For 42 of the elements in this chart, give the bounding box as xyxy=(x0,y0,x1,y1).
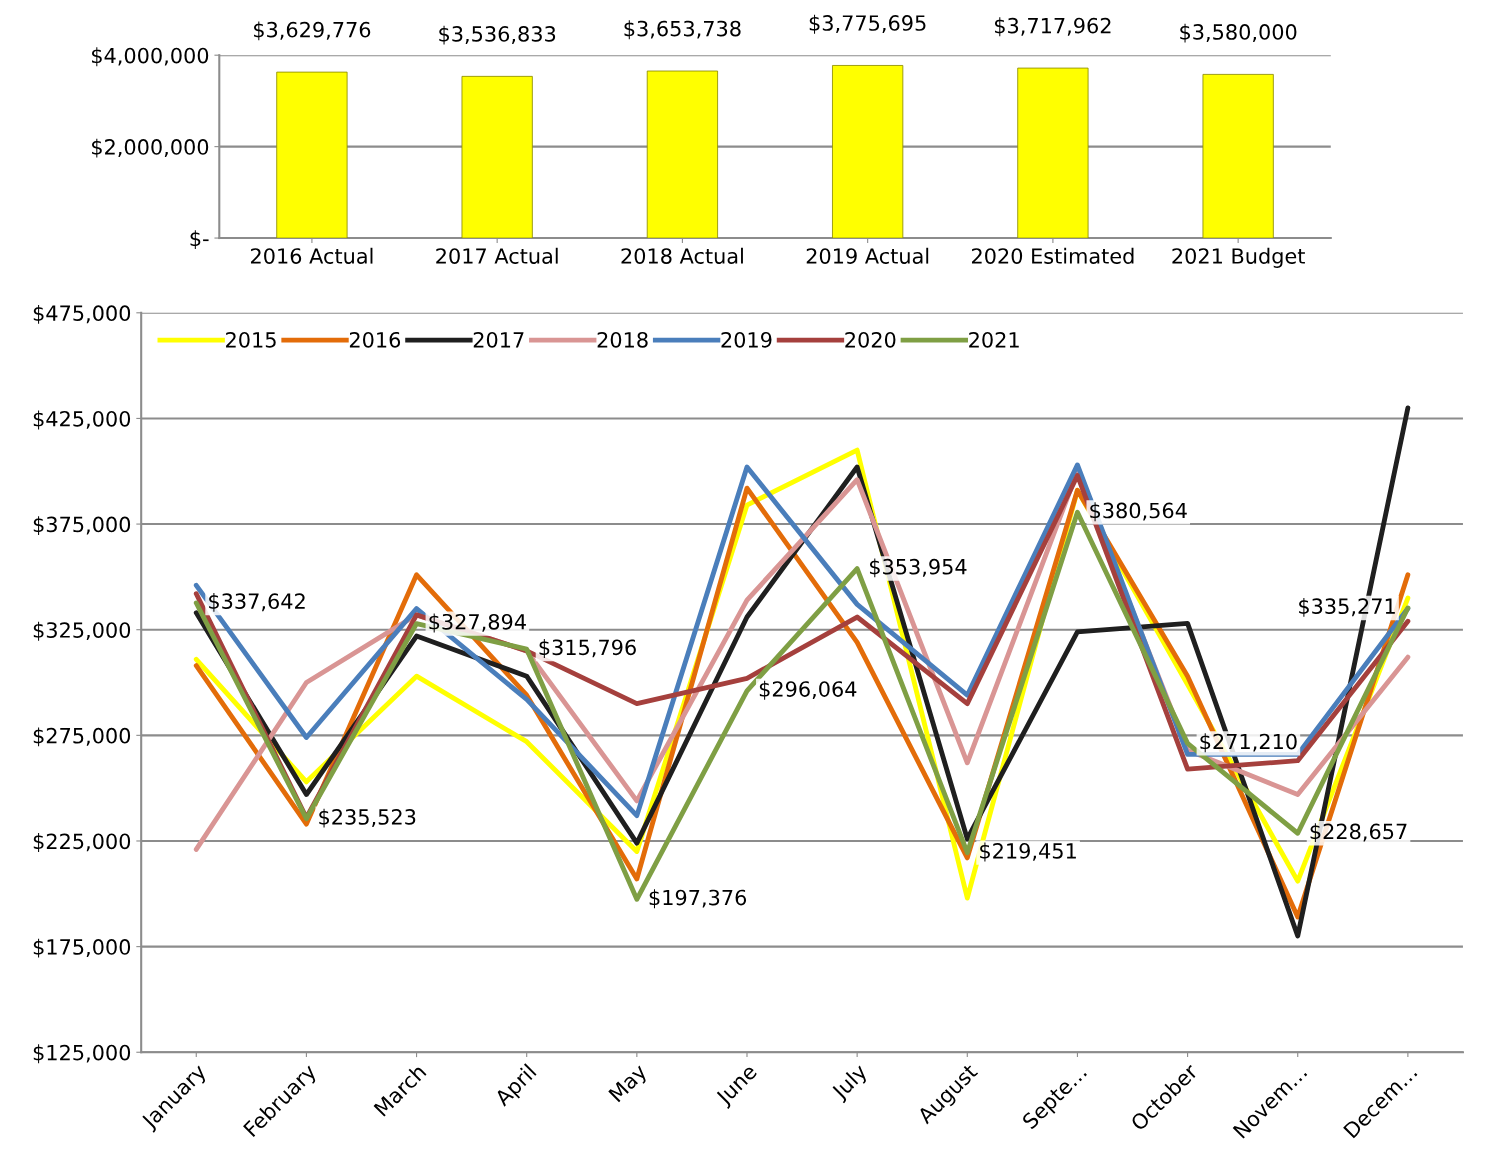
y-tick-label: $125,000 xyxy=(33,1044,131,1064)
y-tick-label: $275,000 xyxy=(33,727,131,747)
data-label: $271,210 xyxy=(1200,733,1297,753)
data-label: $337,642 xyxy=(209,592,305,612)
x-tick-label: 2018 Actual xyxy=(621,247,743,264)
legend-label: 2018 xyxy=(597,331,648,348)
data-label: $197,376 xyxy=(649,889,747,909)
x-tick-label: 2020 Estimated xyxy=(971,247,1134,264)
x-tick-label: 2016 Actual xyxy=(250,247,373,264)
data-label: $3,717,962 xyxy=(994,17,1111,37)
x-tick-label: 2017 Actual xyxy=(436,247,558,264)
y-tick-label: $225,000 xyxy=(33,833,131,852)
y-tick-label: $375,000 xyxy=(33,516,131,536)
data-label: $219,451 xyxy=(980,842,1076,862)
data-label: $3,629,776 xyxy=(254,21,371,41)
y-tick-label: $2,000,000 xyxy=(92,138,209,158)
y-tick-label: $475,000 xyxy=(33,304,131,324)
x-tick-label: 2021 Budget xyxy=(1172,247,1305,268)
data-label: $315,796 xyxy=(539,639,636,658)
y-tick-label: $175,000 xyxy=(33,938,131,958)
data-label: $335,271 xyxy=(1299,597,1395,617)
legend-label: 2021 xyxy=(969,331,1019,348)
legend-label: 2016 xyxy=(349,331,401,348)
y-tick-label: $425,000 xyxy=(33,410,131,430)
data-label: $296,064 xyxy=(759,680,857,700)
data-label: $3,653,738 xyxy=(624,20,741,40)
x-tick-label: 2019 Actual xyxy=(806,247,929,264)
y-tick-label: $325,000 xyxy=(33,621,131,641)
legend-label: 2020 xyxy=(845,331,896,348)
y-tick-label: $- xyxy=(190,230,209,250)
data-label: $380,564 xyxy=(1090,502,1187,522)
data-label: $228,657 xyxy=(1310,823,1407,843)
data-label: $353,954 xyxy=(869,558,967,578)
y-tick-label: $4,000,000 xyxy=(92,47,209,67)
data-label: $3,775,695 xyxy=(809,14,926,34)
data-label: $235,523 xyxy=(319,808,416,828)
legend-label: 2017 xyxy=(473,331,524,348)
legend-label: 2019 xyxy=(721,331,772,348)
data-label: $3,536,833 xyxy=(439,25,556,45)
legend-label: 2015 xyxy=(226,331,276,348)
data-label: $327,894 xyxy=(429,613,526,633)
data-label: $3,580,000 xyxy=(1180,23,1297,43)
